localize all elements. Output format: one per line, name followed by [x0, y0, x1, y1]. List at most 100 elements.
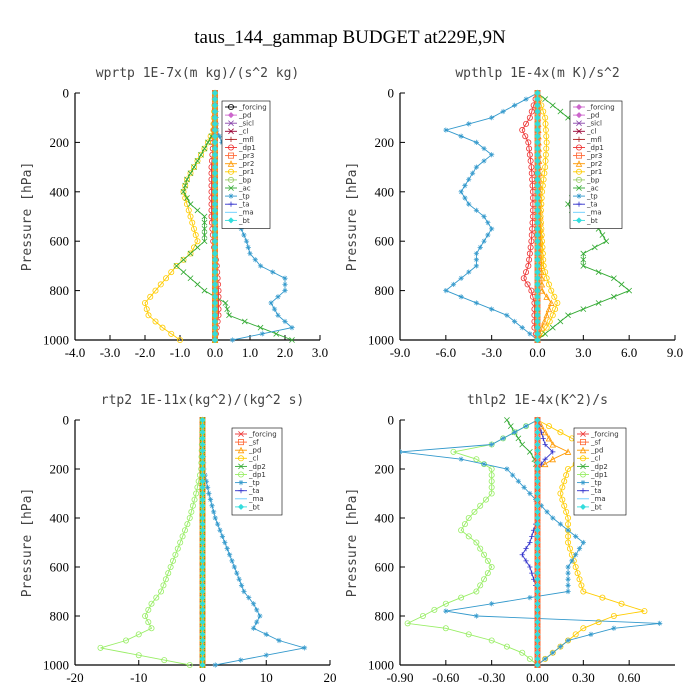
series-point-bt [199, 496, 206, 503]
series-point-pr1 [551, 293, 558, 300]
series-point-dp1 [442, 600, 449, 607]
legend-label: _pr1 [238, 168, 254, 176]
legend-label: _sicl [586, 120, 602, 128]
series-point-dp1 [145, 619, 152, 626]
series-point-dp1 [477, 545, 484, 552]
series-point-bt [534, 490, 541, 497]
series-point-bt [534, 96, 541, 103]
series-point-bt [211, 238, 219, 245]
series-point-pr1 [540, 176, 547, 183]
series-point-tp [268, 300, 274, 306]
legend-label: _pr1 [586, 168, 602, 176]
series-point-tp [550, 650, 556, 656]
series-point-bt [534, 188, 541, 195]
y-tick-label: 400 [375, 184, 395, 199]
series-point-pr1 [168, 330, 175, 337]
series-point-tp [565, 564, 571, 570]
series-group [400, 416, 663, 669]
series-point-bt [534, 588, 541, 595]
series-point-bt [534, 145, 541, 152]
series-point-pr1 [190, 164, 197, 171]
series-point-bt [534, 299, 541, 306]
series-point-bt [534, 521, 541, 528]
series-point-cl [580, 625, 587, 632]
series-point-dp1 [162, 576, 169, 583]
legend-label: _pr3 [586, 152, 602, 160]
series-point-tp [203, 478, 209, 484]
series-point-dp1 [186, 515, 193, 522]
series-point-tp [263, 652, 269, 658]
series-point-cl [599, 594, 606, 601]
series-point-tp [519, 325, 525, 331]
series-point-dp1 [160, 582, 167, 589]
series-point-bt [534, 435, 541, 442]
series-point-tp [245, 244, 251, 250]
series-point-bt [211, 219, 219, 226]
series-point-pr1 [157, 281, 164, 288]
series-point-tp [212, 515, 218, 521]
series-point-bt [534, 89, 541, 97]
x-tick-label: -2.0 [135, 345, 156, 360]
legend-label: _sf [590, 439, 601, 447]
figure-title: taus_144_gammap BUDGET at229E,9N [194, 27, 506, 48]
legend-label: _cl [586, 128, 596, 136]
legend-label: _pd [590, 447, 603, 455]
series-point-bt [534, 441, 541, 448]
legend-marker [575, 217, 583, 224]
series-point-ac [180, 256, 187, 263]
series-point-tp [565, 582, 571, 588]
series-point-tp [443, 127, 449, 133]
legend-marker [228, 120, 234, 127]
series-point-tp [473, 257, 479, 263]
series-point-ac [611, 275, 617, 282]
series-point-tp [289, 325, 295, 331]
series-point-bt [534, 649, 541, 656]
series-point-bt [211, 318, 219, 325]
panels: wprtp 1E-7x(m kg)/(s^2 kg) Pressure [hPa]… [20, 66, 683, 685]
series-point-bt [211, 176, 219, 183]
series-point-bt [534, 508, 541, 515]
series-point-bt [199, 416, 206, 424]
y-tick-label: 600 [50, 234, 70, 249]
series-point-dp1 [181, 527, 188, 534]
series-point-dp1 [193, 490, 200, 497]
series-point-pr1 [152, 287, 159, 294]
series-point-ac [611, 293, 617, 300]
series-point-tp [236, 576, 242, 582]
series-point-bt [534, 312, 541, 319]
series-point-tp [462, 195, 468, 201]
series-point-bt [534, 502, 541, 509]
series-point-tp [557, 521, 564, 527]
series-point-tp [241, 232, 247, 238]
series-point-dp1 [123, 637, 130, 644]
series-point-pr1 [541, 170, 548, 177]
series-point-pr1 [554, 299, 561, 306]
series-point-bt [211, 108, 219, 115]
series-point-pr1 [552, 306, 559, 313]
series-point-pr1 [141, 299, 148, 306]
series-point-bt [534, 453, 541, 460]
series-point-dp1 [161, 657, 168, 664]
series-point-ta [550, 449, 556, 455]
series-point-pr1 [542, 157, 549, 164]
series-point-bt [199, 545, 206, 552]
series-point-bt [211, 287, 219, 294]
series-point-bt [534, 238, 541, 245]
series-point-pr1 [204, 139, 211, 146]
series-point-ac [201, 145, 208, 152]
series-point-tp [276, 637, 282, 644]
series-point-bt [534, 496, 541, 503]
series-point-bt [534, 416, 541, 424]
series-point-tp [489, 152, 495, 158]
series-point-cl [565, 515, 572, 522]
series-point-dp1 [528, 108, 535, 115]
series-point-tp [226, 552, 233, 558]
series-point-dp1 [525, 139, 532, 146]
series-point-dp1 [148, 625, 155, 632]
series-point-ac [549, 324, 556, 331]
series-point-ta [542, 456, 548, 462]
series-point-bt [211, 114, 219, 121]
series-point-tp [282, 281, 288, 288]
series-point-ac [591, 244, 598, 251]
series-point-ac [187, 170, 194, 177]
